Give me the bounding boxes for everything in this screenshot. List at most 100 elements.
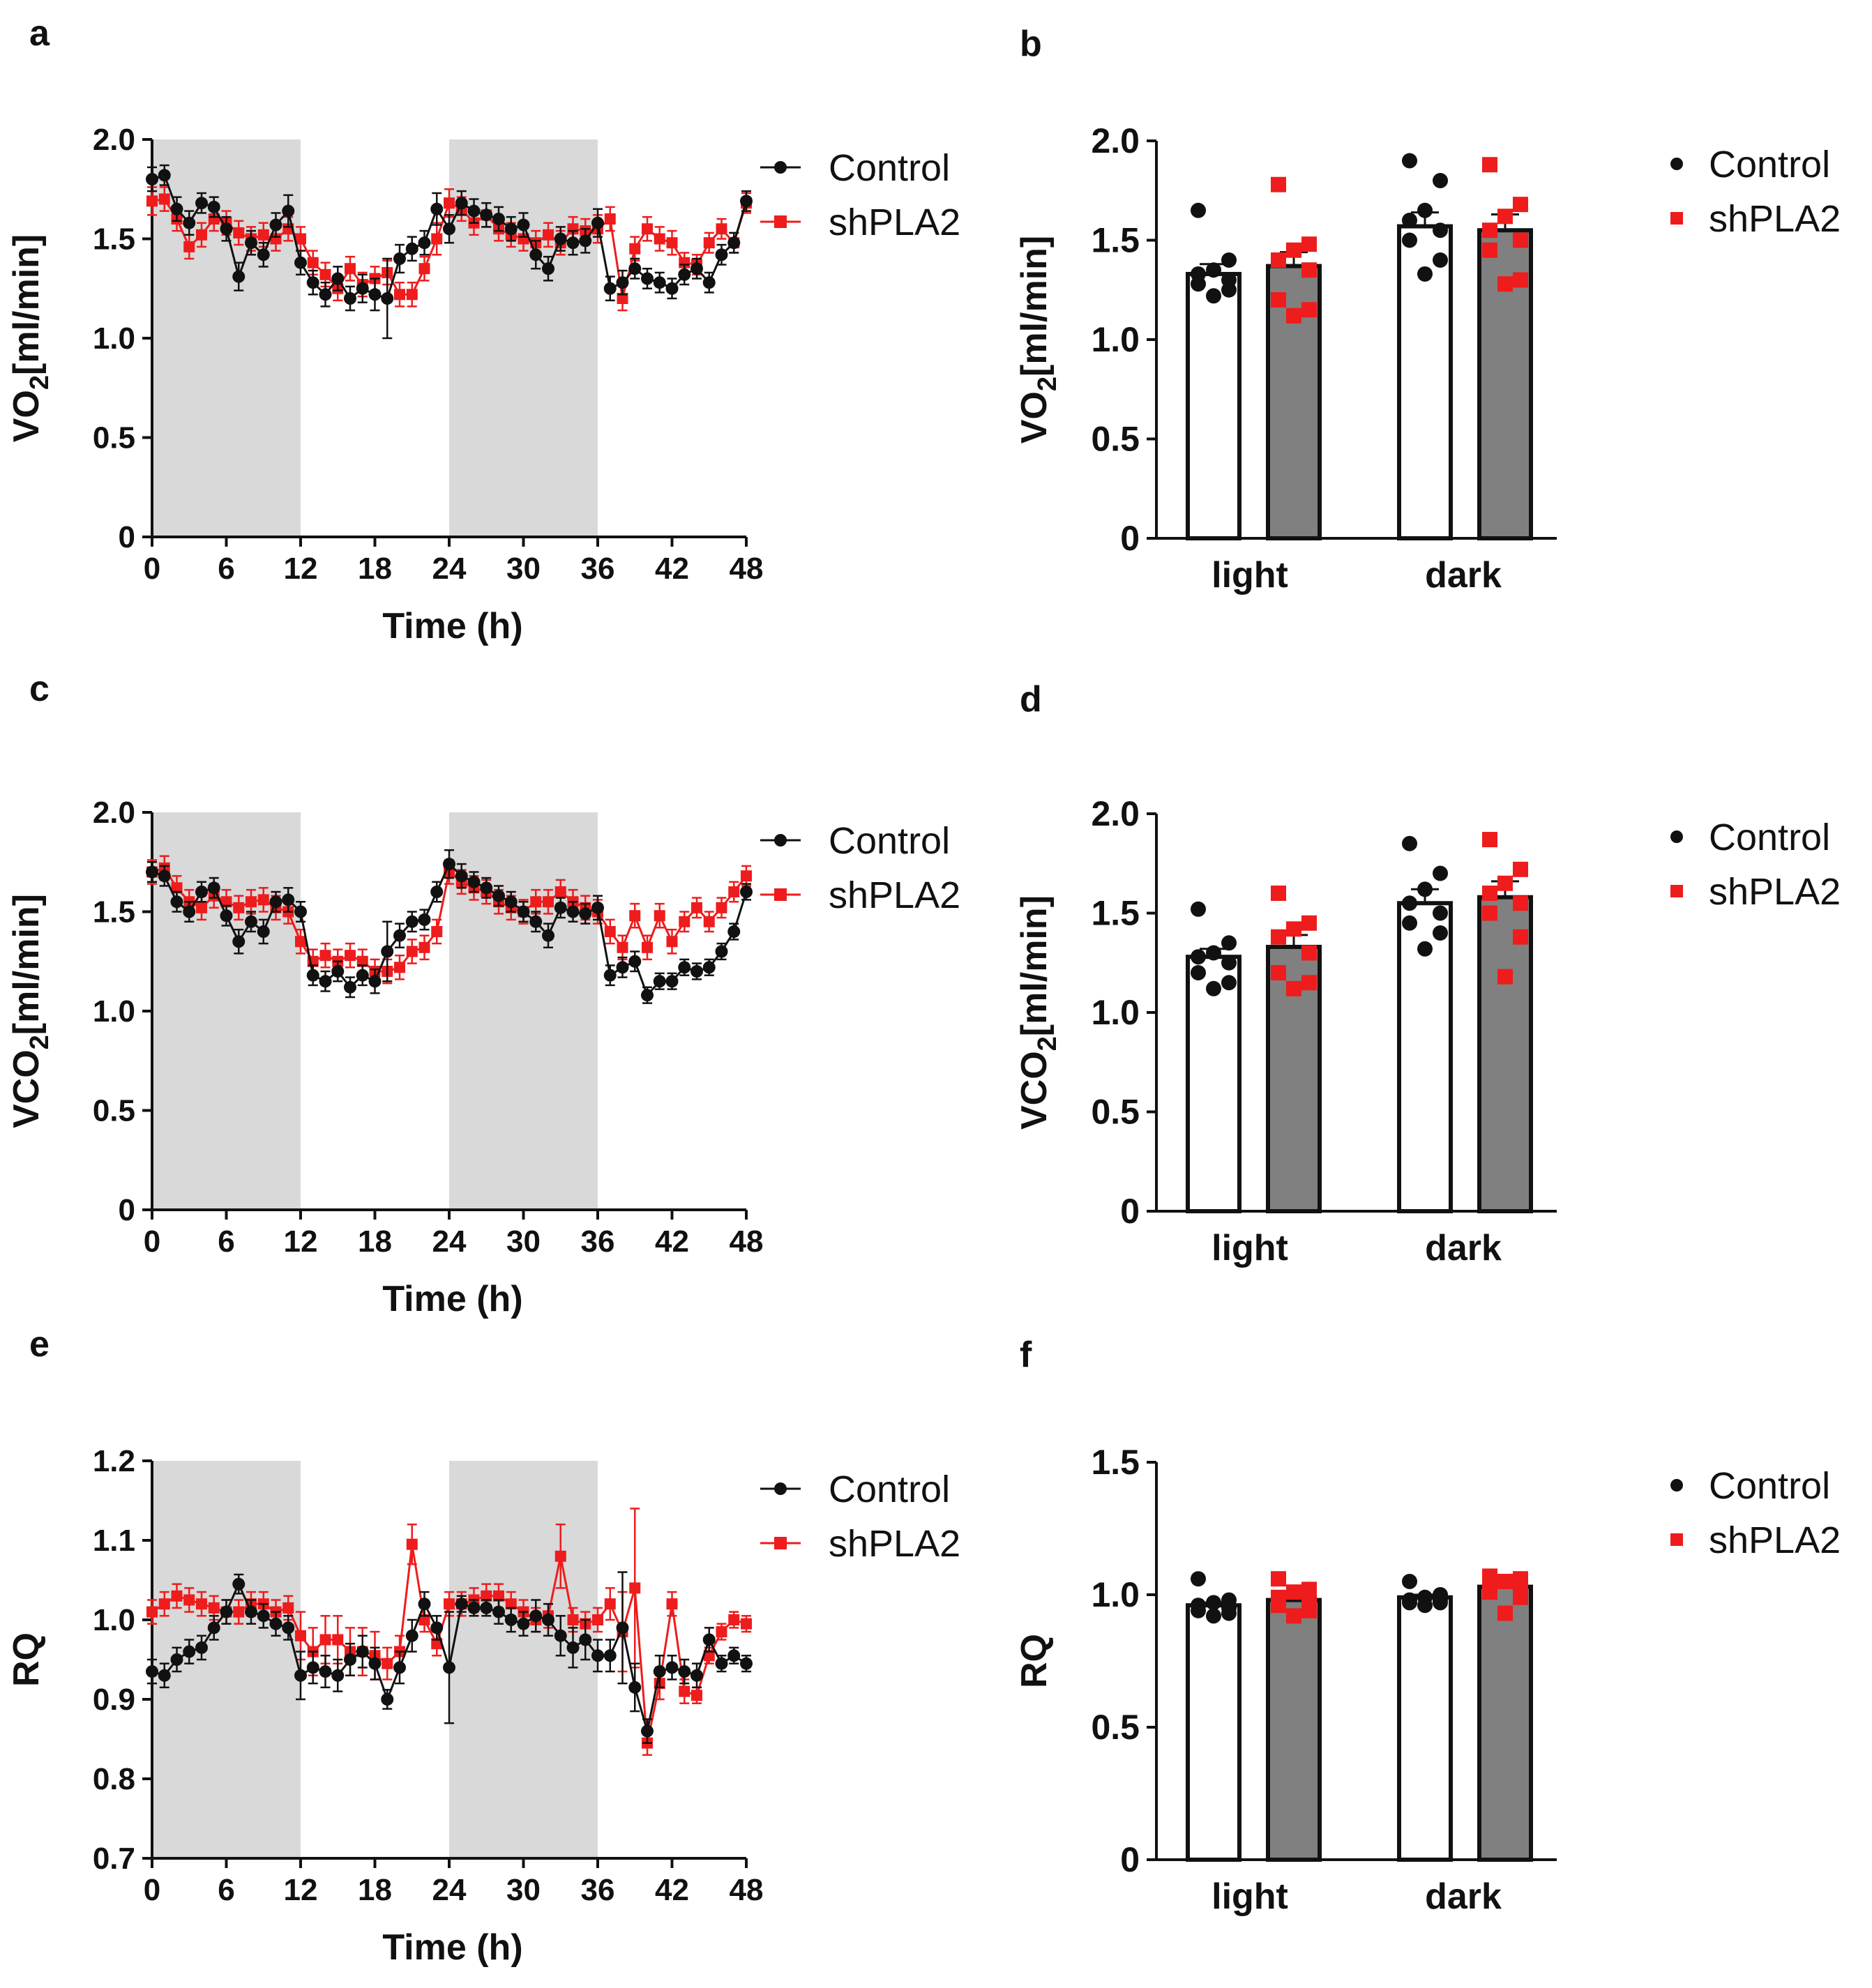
panel-d-Control-dot-light bbox=[1221, 935, 1237, 951]
panel-a-dark-period-0 bbox=[152, 139, 301, 537]
panel-e-Control-point bbox=[702, 1633, 716, 1646]
panel-a-Control-point bbox=[183, 216, 196, 229]
panel-e-shPLA2-point bbox=[604, 1598, 616, 1610]
panel-d-legend-label-0: Control bbox=[1709, 817, 1830, 858]
panel-c-ylabel-main: VCO bbox=[6, 1049, 47, 1128]
panel-e-shPLA2-point bbox=[691, 1690, 702, 1701]
panel-c-shPLA2-point bbox=[171, 882, 183, 894]
panel-c-shPLA2-point bbox=[406, 946, 418, 957]
panel-e-shPLA2-point bbox=[382, 1657, 393, 1669]
panel-c-shPLA2-point bbox=[716, 902, 727, 913]
panel-b-shPLA2-dot-light bbox=[1286, 242, 1301, 258]
panel-a-ylabel-sub: 2 bbox=[25, 375, 54, 390]
panel-b-ytick-label-1: 0.5 bbox=[1091, 420, 1140, 459]
panel-e-Control-point bbox=[492, 1605, 505, 1618]
panel-f-shPLA2-dot-light bbox=[1286, 1608, 1301, 1624]
panel-c-shPLA2-point bbox=[741, 870, 752, 882]
panel-e-Control-point bbox=[232, 1577, 246, 1591]
panel-c-shPLA2-point bbox=[654, 910, 665, 922]
panel-e-xlabel: Time (h) bbox=[382, 1927, 522, 1968]
panel-c-Control-point bbox=[467, 875, 481, 888]
panel-e-xtick-label-7: 42 bbox=[655, 1873, 689, 1907]
panel-c-Control-point bbox=[727, 925, 741, 938]
panel-e-shPLA2-point bbox=[418, 1614, 430, 1625]
panel-d-Control-dot-dark bbox=[1402, 915, 1417, 931]
panel-e-shPLA2-point bbox=[716, 1626, 727, 1638]
panel-a-Control-point bbox=[653, 276, 666, 289]
panel-f-legend-label-1: shPLA2 bbox=[1709, 1519, 1841, 1561]
panel-d-shPLA2-dot-light bbox=[1301, 945, 1317, 961]
panel-b-shPLA2-dot-dark bbox=[1497, 276, 1513, 292]
panel-c-Control-point bbox=[183, 905, 196, 918]
panel-a-Control-point bbox=[641, 272, 654, 285]
panel-a-shPLA2-point bbox=[617, 293, 628, 304]
panel-c-Control-point bbox=[146, 865, 158, 879]
panel-b-Control-dot-dark bbox=[1433, 173, 1448, 188]
panel-a-shPLA2-point bbox=[654, 233, 665, 245]
panel-c-Control-point bbox=[492, 889, 505, 902]
panel-a-shPLA2-point bbox=[444, 197, 455, 209]
panel-d-ytick-label-2: 1.0 bbox=[1091, 993, 1140, 1032]
panel-b-legend-label-1: shPLA2 bbox=[1709, 198, 1841, 240]
panel-d-shPLA2-dot-light bbox=[1286, 980, 1301, 996]
panel-c-Control-point bbox=[257, 925, 270, 938]
panel-a-shPLA2-point bbox=[418, 263, 430, 275]
panel-f-Control-dot-light bbox=[1206, 1595, 1221, 1611]
panel-a-Control-point bbox=[257, 248, 270, 261]
panel-c-Control-point bbox=[480, 881, 493, 895]
panel-f-Control-dot-dark bbox=[1417, 1598, 1433, 1614]
panel-a-Control-point bbox=[665, 282, 679, 295]
panel-c-Control-point bbox=[306, 969, 319, 982]
panel-c-ylabel-rest: [ml/min] bbox=[6, 894, 47, 1035]
panel-a-Control-point bbox=[492, 213, 505, 225]
panel-a-Control-point bbox=[207, 200, 220, 213]
panel-c-Control-point bbox=[220, 909, 233, 923]
panel-f-shPLA2-bar-light bbox=[1266, 1598, 1322, 1862]
panel-c-xtick-label-5: 30 bbox=[506, 1224, 541, 1259]
panel-b-Control-dot-light bbox=[1206, 262, 1221, 278]
panel-e-Control-point bbox=[245, 1605, 257, 1618]
panel-e-Control-point bbox=[591, 1649, 604, 1662]
panel-e-Control-point bbox=[393, 1661, 406, 1674]
panel-f-shPLA2-dot-dark bbox=[1497, 1574, 1513, 1589]
panel-c-legend-label-1: shPLA2 bbox=[829, 874, 960, 916]
panel-e-Control-point bbox=[220, 1605, 233, 1618]
panel-e-xtick-label-2: 12 bbox=[284, 1873, 318, 1907]
panel-a: a 0 0.5 1.0 1.5 2.0 0 6 12 18 24 30 36 42 48 Time (h) VO… bbox=[6, 13, 960, 646]
panel-f-ytick-label-1: 0.5 bbox=[1091, 1708, 1140, 1747]
panel-d-Control-dot-dark bbox=[1433, 925, 1448, 941]
panel-b-letter: b bbox=[1020, 24, 1042, 64]
panel-c-shPLA2-point bbox=[554, 886, 566, 897]
panel-e-shPLA2-point bbox=[319, 1634, 331, 1646]
panel-d-category-label-0: light bbox=[1211, 1228, 1288, 1268]
panel-a-shPLA2-point bbox=[158, 193, 170, 205]
panel-d-Control-dot-light bbox=[1191, 965, 1206, 980]
panel-c-ylabel-sub: 2 bbox=[25, 1035, 54, 1049]
panel-e-shPLA2-point bbox=[481, 1590, 492, 1602]
panel-e-ylabel: RQ bbox=[6, 1632, 47, 1687]
panel-a-shPLA2-point bbox=[703, 237, 715, 249]
panel-b-series-shPLA2 bbox=[1266, 157, 1533, 540]
panel-d-shPLA2-dot-dark bbox=[1482, 832, 1497, 848]
panel-e-legend-marker-1 bbox=[774, 1537, 787, 1549]
panel-e-shPLA2-point bbox=[567, 1614, 579, 1625]
panel-b-shPLA2-dot-light bbox=[1271, 292, 1286, 308]
panel-a-xtick-label-5: 30 bbox=[506, 552, 541, 586]
panel-c-letter: c bbox=[29, 669, 50, 709]
panel-f-category-label-0: light bbox=[1211, 1876, 1288, 1917]
panel-e-legend-marker-0 bbox=[774, 1482, 787, 1495]
panel-b-ytick-label-2: 1.0 bbox=[1091, 320, 1140, 359]
panel-a-xtick-label-1: 6 bbox=[218, 552, 234, 586]
panel-d-ytick-label-3: 1.5 bbox=[1091, 894, 1140, 933]
panel-a-Control-point bbox=[603, 282, 617, 295]
panel-d-ytick-label-4: 2.0 bbox=[1091, 794, 1140, 833]
panel-d-Control-dot-light bbox=[1206, 980, 1221, 996]
panel-c-legend-label-0: Control bbox=[829, 820, 950, 862]
panel-e-Control-point bbox=[331, 1669, 345, 1682]
panel-b-ytick-label-0: 0 bbox=[1120, 519, 1140, 558]
panel-e-Control-point bbox=[467, 1601, 481, 1614]
panel-b-legend-label-0: Control bbox=[1709, 144, 1830, 185]
panel-a-Control-point bbox=[381, 292, 394, 305]
panel-a-Control-point bbox=[220, 222, 233, 236]
panel-a-Control-point bbox=[368, 288, 382, 301]
